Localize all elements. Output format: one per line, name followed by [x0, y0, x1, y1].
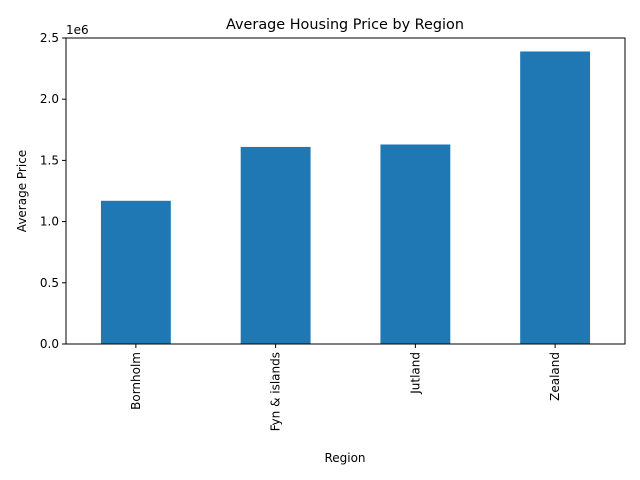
x-tick-label: Zealand: [548, 352, 562, 401]
chart-title: Average Housing Price by Region: [226, 17, 464, 33]
y-tick-label: 2.0: [40, 92, 59, 106]
y-axis-offset-label: 1e6: [66, 23, 89, 37]
x-tick-label: Fyn & islands: [269, 352, 283, 431]
y-tick-label: 0.5: [40, 276, 59, 290]
y-axis-label: Average Price: [15, 150, 29, 232]
y-tick-label: 0.0: [40, 337, 59, 351]
x-tick-label: Bornholm: [129, 352, 143, 410]
x-axis-ticks: Bornholm Fyn & islands Jutland Zealand: [129, 344, 562, 431]
y-tick-label: 2.5: [40, 31, 59, 45]
bar: [100, 200, 171, 344]
bars-group: [100, 51, 591, 345]
plot-frame: [65, 37, 626, 345]
bar: [240, 146, 311, 344]
bar: [520, 51, 591, 345]
x-tick-label: Jutland: [408, 352, 422, 395]
y-tick-label: 1.5: [40, 153, 59, 167]
bar: [380, 144, 451, 344]
y-axis-ticks: 0.0 0.5 1.0 1.5 2.0 2.5: [40, 31, 66, 351]
x-axis-label: Region: [324, 451, 365, 465]
y-tick-label: 1.0: [40, 215, 59, 229]
